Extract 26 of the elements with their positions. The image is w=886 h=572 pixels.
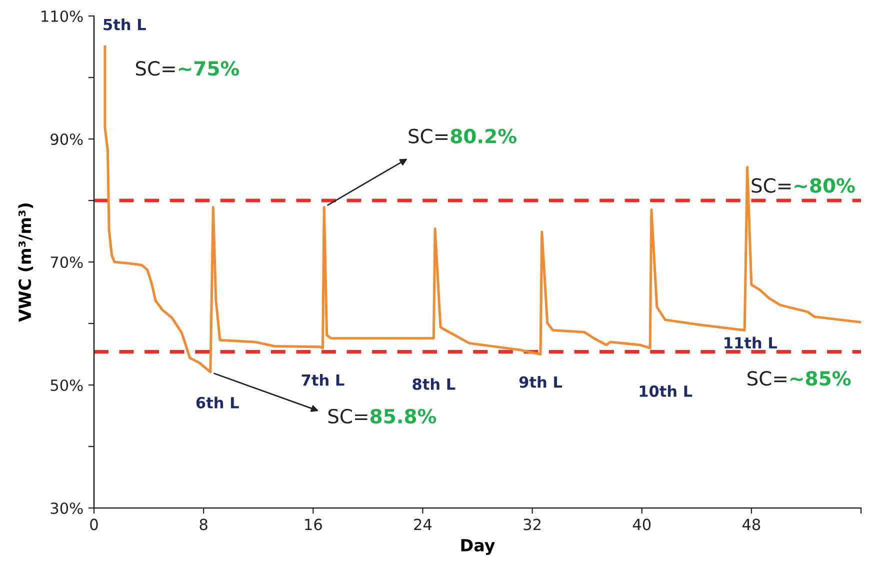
x-tick-label: 32 <box>524 518 540 530</box>
y-tick-label: 70% <box>50 256 83 268</box>
annotation: 10th L <box>640 385 692 397</box>
annotation: SC=80.2% <box>408 128 516 144</box>
y-axis-title: VWC (m³/m³) <box>18 203 34 322</box>
x-tick-label: 0 <box>90 518 98 530</box>
x-tick-label: 48 <box>742 518 760 530</box>
annotation: 6th L <box>196 396 239 408</box>
annotation: 8th L <box>412 378 456 390</box>
annotation: 9th L <box>519 376 562 388</box>
annotation: 11th L <box>724 336 777 348</box>
y-tick-label: 110% <box>42 10 83 22</box>
x-tick-label: 24 <box>414 518 432 530</box>
y-tick-label: 30% <box>50 502 83 514</box>
x-tick-label: 16 <box>305 518 322 530</box>
annotation: 7th L <box>302 374 344 386</box>
y-tick-label: 90% <box>50 133 83 146</box>
y-tick-label: 50% <box>50 379 83 392</box>
annotation: 5th L <box>104 18 146 30</box>
x-axis-title: Day <box>461 539 495 555</box>
annotation: SC=~75% <box>136 61 240 76</box>
x-tick-label: 8 <box>200 518 208 530</box>
annotation: SC=~85% <box>748 371 851 386</box>
annotation: SC=~80% <box>752 178 855 193</box>
x-tick-label: 40 <box>632 518 651 530</box>
annotation: SC=85.8% <box>328 408 436 424</box>
